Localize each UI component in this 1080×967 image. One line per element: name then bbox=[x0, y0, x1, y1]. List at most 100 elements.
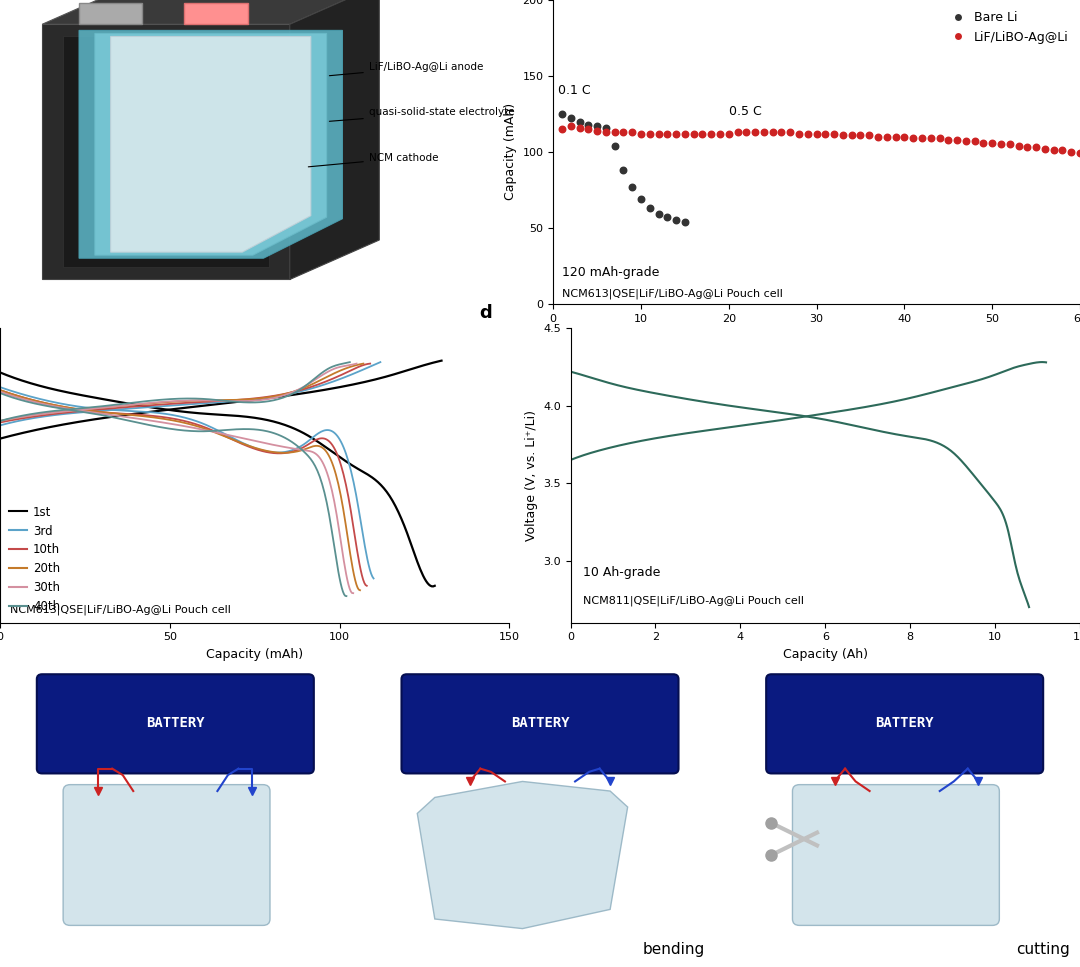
Point bbox=[597, 120, 615, 135]
Point bbox=[693, 126, 711, 141]
FancyBboxPatch shape bbox=[766, 674, 1043, 774]
Point bbox=[878, 129, 895, 144]
Point bbox=[659, 210, 676, 225]
Point bbox=[553, 122, 570, 137]
X-axis label: Capacity (Ah): Capacity (Ah) bbox=[783, 648, 868, 660]
Polygon shape bbox=[64, 37, 269, 267]
Polygon shape bbox=[95, 34, 326, 255]
Bar bbox=[79, 3, 143, 24]
Point bbox=[808, 126, 825, 141]
Point bbox=[782, 125, 799, 140]
Point bbox=[667, 126, 685, 141]
Y-axis label: Capacity (mAh): Capacity (mAh) bbox=[503, 103, 516, 200]
Point bbox=[632, 126, 649, 141]
Point bbox=[615, 162, 632, 178]
Point bbox=[914, 131, 931, 146]
Point bbox=[887, 129, 904, 144]
Text: BATTERY: BATTERY bbox=[511, 717, 569, 730]
Text: bending: bending bbox=[643, 943, 705, 957]
Point bbox=[825, 126, 842, 141]
Point bbox=[834, 128, 851, 143]
Point bbox=[553, 106, 570, 122]
Point bbox=[712, 126, 729, 141]
Point bbox=[993, 136, 1010, 152]
FancyBboxPatch shape bbox=[402, 674, 678, 774]
Text: cutting: cutting bbox=[1015, 943, 1069, 957]
Point bbox=[685, 126, 702, 141]
Text: 0.5 C: 0.5 C bbox=[729, 105, 761, 118]
Legend: Bare Li, LiF/LiBO-Ag@Li: Bare Li, LiF/LiBO-Ag@Li bbox=[941, 6, 1074, 48]
Point bbox=[676, 126, 693, 141]
Point bbox=[623, 179, 640, 194]
Text: 0.1 C: 0.1 C bbox=[557, 84, 590, 97]
Point bbox=[562, 118, 579, 133]
Text: NCM613|QSE|LiF/LiBO-Ag@Li Pouch cell: NCM613|QSE|LiF/LiBO-Ag@Li Pouch cell bbox=[562, 288, 783, 299]
Polygon shape bbox=[289, 0, 379, 279]
Bar bbox=[185, 3, 247, 24]
Point bbox=[957, 133, 974, 149]
Point bbox=[571, 114, 589, 130]
Text: 120 mAh-grade: 120 mAh-grade bbox=[562, 267, 659, 279]
Point bbox=[1018, 139, 1036, 155]
Point bbox=[931, 131, 948, 146]
Point bbox=[642, 126, 659, 141]
FancyBboxPatch shape bbox=[37, 674, 314, 774]
Point bbox=[755, 125, 772, 140]
Point bbox=[1027, 139, 1044, 155]
Point bbox=[773, 125, 791, 140]
Point bbox=[650, 206, 667, 221]
Point bbox=[746, 125, 764, 140]
Point bbox=[861, 128, 878, 143]
Point bbox=[720, 126, 738, 141]
Point bbox=[1063, 144, 1080, 160]
Point bbox=[1036, 141, 1053, 157]
FancyBboxPatch shape bbox=[63, 784, 270, 925]
Point bbox=[597, 125, 615, 140]
Point bbox=[984, 135, 1001, 151]
Point bbox=[869, 129, 887, 144]
Point bbox=[966, 133, 983, 149]
Point bbox=[1001, 136, 1018, 152]
Point bbox=[940, 132, 957, 148]
Point bbox=[1054, 143, 1071, 159]
Point bbox=[623, 125, 640, 140]
Point bbox=[676, 214, 693, 229]
Polygon shape bbox=[42, 24, 289, 279]
Polygon shape bbox=[110, 37, 311, 252]
Point bbox=[606, 138, 623, 154]
Point bbox=[703, 126, 720, 141]
Point bbox=[659, 126, 676, 141]
Text: NCM cathode: NCM cathode bbox=[308, 153, 438, 167]
Y-axis label: Voltage (V, vs. Li⁺/Li): Voltage (V, vs. Li⁺/Li) bbox=[525, 410, 538, 541]
Text: 10 Ah-grade: 10 Ah-grade bbox=[583, 566, 661, 579]
Point bbox=[615, 125, 632, 140]
Text: d: d bbox=[478, 305, 491, 322]
Point bbox=[905, 131, 922, 146]
Text: quasi-solid-state electrolyte: quasi-solid-state electrolyte bbox=[329, 107, 514, 121]
Point bbox=[1010, 138, 1027, 154]
Point bbox=[895, 129, 913, 144]
Point bbox=[571, 120, 589, 135]
Polygon shape bbox=[42, 0, 379, 24]
Point bbox=[738, 125, 755, 140]
FancyBboxPatch shape bbox=[793, 784, 999, 925]
Point bbox=[799, 126, 816, 141]
Point bbox=[667, 213, 685, 228]
Point bbox=[1045, 143, 1063, 159]
Polygon shape bbox=[79, 30, 342, 258]
Point bbox=[580, 117, 597, 132]
Text: LiF/LiBO-Ag@Li anode: LiF/LiBO-Ag@Li anode bbox=[329, 62, 483, 75]
Point bbox=[764, 125, 781, 140]
Legend: 1st, 3rd, 10th, 20th, 30th, 40th: 1st, 3rd, 10th, 20th, 30th, 40th bbox=[5, 502, 64, 617]
Polygon shape bbox=[417, 781, 627, 928]
Point bbox=[606, 125, 623, 140]
Point bbox=[948, 132, 966, 148]
Text: NCM811|QSE|LiF/LiBO-Ag@Li Pouch cell: NCM811|QSE|LiF/LiBO-Ag@Li Pouch cell bbox=[583, 596, 805, 606]
Point bbox=[843, 128, 861, 143]
Point bbox=[589, 123, 606, 138]
Point bbox=[922, 131, 940, 146]
Text: BATTERY: BATTERY bbox=[146, 717, 204, 730]
Point bbox=[650, 126, 667, 141]
Point bbox=[580, 122, 597, 137]
Point bbox=[729, 125, 746, 140]
